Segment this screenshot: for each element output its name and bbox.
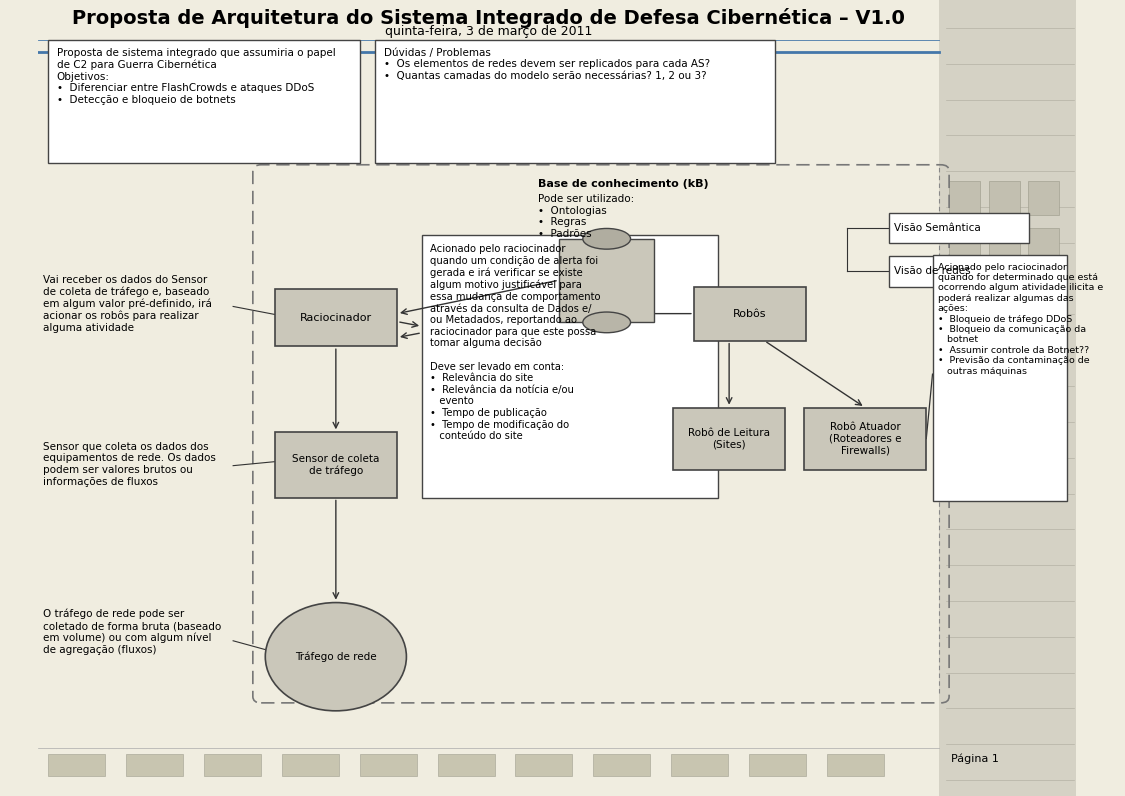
Text: Página 1: Página 1 <box>952 754 999 764</box>
FancyBboxPatch shape <box>515 754 573 776</box>
FancyBboxPatch shape <box>989 181 1019 215</box>
FancyBboxPatch shape <box>1028 181 1059 215</box>
FancyBboxPatch shape <box>282 754 339 776</box>
FancyBboxPatch shape <box>889 256 1029 287</box>
Text: Robô Atuador
(Roteadores e
Firewalls): Robô Atuador (Roteadores e Firewalls) <box>829 422 901 455</box>
Text: Visão de redes: Visão de redes <box>894 267 971 276</box>
Text: Robô de Leitura
(Sites): Robô de Leitura (Sites) <box>688 427 771 450</box>
FancyBboxPatch shape <box>804 408 926 470</box>
Text: Tráfego de rede: Tráfego de rede <box>295 651 377 662</box>
FancyBboxPatch shape <box>204 754 261 776</box>
FancyBboxPatch shape <box>989 228 1019 261</box>
FancyBboxPatch shape <box>1028 366 1059 400</box>
FancyBboxPatch shape <box>48 754 106 776</box>
Text: Acionado pelo raciocinador
quando um condição de alerta foi
gerada e irá verific: Acionado pelo raciocinador quando um con… <box>430 244 601 441</box>
Text: Visão Semântica: Visão Semântica <box>894 223 981 232</box>
Text: Acionado pelo raciocinador
quando for determinado que está
ocorrendo algum ativi: Acionado pelo raciocinador quando for de… <box>938 263 1102 376</box>
Text: Pode ser utilizado:
•  Ontologias
•  Regras
•  Padrões: Pode ser utilizado: • Ontologias • Regra… <box>538 194 634 239</box>
FancyBboxPatch shape <box>950 181 980 215</box>
FancyBboxPatch shape <box>889 213 1029 243</box>
Ellipse shape <box>583 228 630 249</box>
FancyBboxPatch shape <box>438 754 495 776</box>
FancyBboxPatch shape <box>989 320 1019 353</box>
FancyBboxPatch shape <box>274 432 397 498</box>
Text: Base de conhecimento (kB): Base de conhecimento (kB) <box>538 179 709 189</box>
FancyBboxPatch shape <box>126 754 183 776</box>
Text: Raciocinador: Raciocinador <box>299 313 372 322</box>
FancyBboxPatch shape <box>827 754 884 776</box>
FancyBboxPatch shape <box>938 0 1076 796</box>
FancyBboxPatch shape <box>989 274 1019 307</box>
FancyBboxPatch shape <box>48 40 360 163</box>
Text: Dúvidas / Problemas
•  Os elementos de redes devem ser replicados para cada AS?
: Dúvidas / Problemas • Os elementos de re… <box>384 48 710 81</box>
FancyBboxPatch shape <box>989 366 1019 400</box>
Text: Robôs: Robôs <box>734 309 766 318</box>
FancyBboxPatch shape <box>670 754 728 776</box>
FancyBboxPatch shape <box>989 412 1019 446</box>
FancyBboxPatch shape <box>933 255 1068 501</box>
Text: Proposta de sistema integrado que assumiria o papel
de C2 para Guerra Cibernétic: Proposta de sistema integrado que assumi… <box>56 48 335 105</box>
Text: Sensor de coleta
de tráfego: Sensor de coleta de tráfego <box>292 454 379 476</box>
Circle shape <box>266 603 406 711</box>
Text: O tráfego de rede pode ser
coletado de forma bruta (baseado
em volume) ou com al: O tráfego de rede pode ser coletado de f… <box>43 609 222 655</box>
FancyBboxPatch shape <box>694 287 806 341</box>
FancyBboxPatch shape <box>950 366 980 400</box>
Ellipse shape <box>583 312 630 333</box>
FancyBboxPatch shape <box>1028 274 1059 307</box>
FancyBboxPatch shape <box>950 228 980 261</box>
FancyBboxPatch shape <box>274 289 397 346</box>
FancyBboxPatch shape <box>749 754 805 776</box>
Text: Proposta de Arquitetura do Sistema Integrado de Defesa Cibernética – V1.0: Proposta de Arquitetura do Sistema Integ… <box>72 8 904 28</box>
Text: quinta-feira, 3 de março de 2011: quinta-feira, 3 de março de 2011 <box>385 25 592 38</box>
Text: Vai receber os dados do Sensor
de coleta de tráfego e, baseado
em algum valor pr: Vai receber os dados do Sensor de coleta… <box>43 275 213 333</box>
Text: Sensor que coleta os dados dos
equipamentos de rede. Os dados
podem ser valores : Sensor que coleta os dados dos equipamen… <box>43 442 216 486</box>
FancyBboxPatch shape <box>1028 228 1059 261</box>
FancyBboxPatch shape <box>1028 320 1059 353</box>
Bar <box>559 239 655 322</box>
FancyBboxPatch shape <box>950 274 980 307</box>
FancyBboxPatch shape <box>950 320 980 353</box>
FancyBboxPatch shape <box>1028 412 1059 446</box>
FancyBboxPatch shape <box>673 408 785 470</box>
FancyBboxPatch shape <box>376 40 775 163</box>
FancyBboxPatch shape <box>422 235 718 498</box>
FancyBboxPatch shape <box>593 754 650 776</box>
FancyBboxPatch shape <box>950 412 980 446</box>
FancyBboxPatch shape <box>360 754 416 776</box>
